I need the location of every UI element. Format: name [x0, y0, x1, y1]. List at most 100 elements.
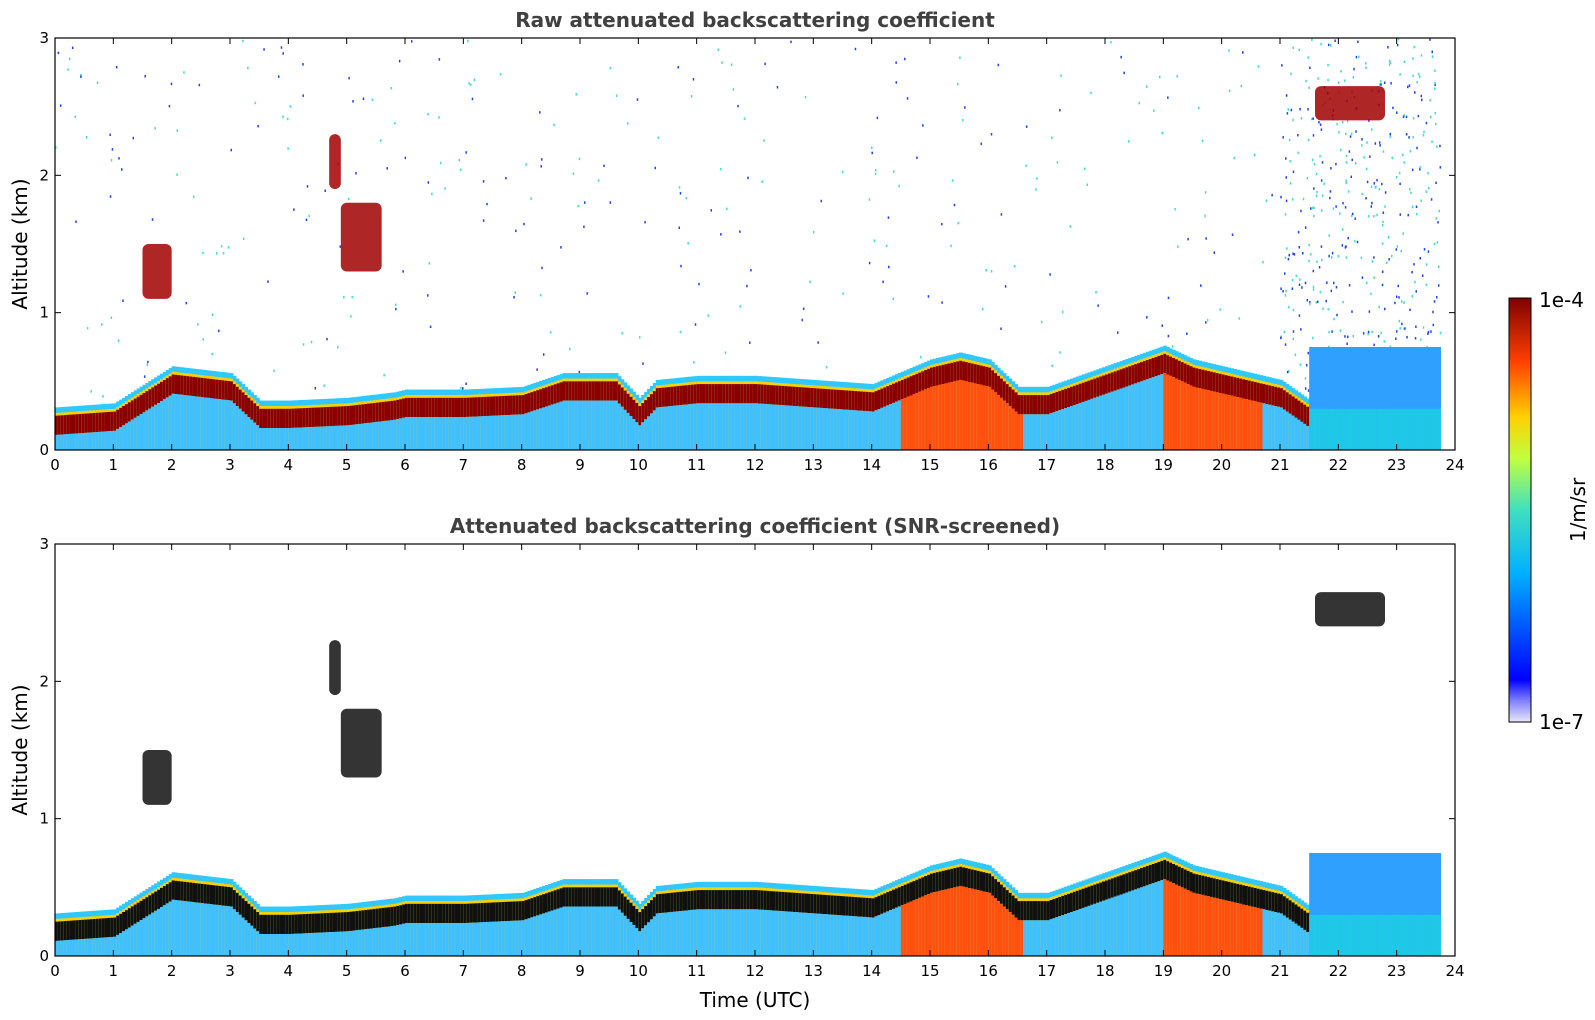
heatmap-cell — [340, 406, 345, 426]
heatmap-cell — [842, 390, 847, 410]
heatmap-cell — [1210, 896, 1214, 956]
heatmap-cell — [644, 906, 648, 926]
heatmap-cell — [125, 910, 129, 930]
heatmap-cell — [399, 924, 403, 956]
noise-pixel — [1206, 318, 1209, 322]
noise-pixel — [1425, 263, 1428, 266]
heatmap-cell — [909, 395, 914, 450]
heatmap-cell — [1352, 853, 1357, 956]
heatmap-cell — [253, 909, 257, 929]
noise-pixel — [690, 95, 693, 98]
heatmap-cell — [1040, 920, 1045, 956]
heatmap-cell — [1224, 900, 1229, 956]
heatmap-cell — [842, 896, 847, 916]
heatmap-cell — [244, 395, 249, 415]
heatmap-cell — [253, 422, 257, 450]
heatmap-cell — [454, 417, 459, 450]
heatmap-cell — [477, 922, 482, 956]
heatmap-cell — [381, 907, 386, 928]
heatmap-cell — [720, 909, 724, 956]
heatmap-cell — [530, 898, 534, 918]
noise-pixel — [1410, 191, 1412, 195]
noise-pixel — [990, 132, 993, 136]
heatmap-cell — [682, 891, 686, 911]
heatmap-cell — [489, 396, 494, 416]
heatmap-cell — [994, 898, 998, 956]
heatmap-cell — [1169, 881, 1173, 956]
heatmap-cell — [416, 903, 421, 924]
heatmap-cell — [1043, 414, 1048, 450]
heatmap-cell — [743, 909, 747, 956]
heatmap-cell — [1221, 880, 1226, 900]
heatmap-cell — [1067, 407, 1071, 450]
heatmap-cell — [507, 395, 511, 415]
heatmap-cell — [1020, 920, 1024, 956]
heatmap-cell — [862, 391, 867, 411]
heatmap-cell — [830, 389, 835, 409]
heatmap-cell — [763, 403, 768, 450]
heatmap-cell — [787, 405, 791, 450]
heatmap-cell — [1414, 408, 1418, 450]
heatmap-cell — [1166, 355, 1170, 375]
heatmap-cell — [1396, 347, 1401, 450]
heatmap-cell — [962, 380, 966, 450]
heatmap-cell — [792, 405, 797, 450]
heatmap-cell — [1379, 853, 1383, 956]
heatmap-cell — [358, 404, 362, 424]
noise-pixel — [1371, 330, 1373, 334]
heatmap-cell — [1265, 890, 1269, 910]
cloud-feature — [142, 244, 172, 299]
heatmap-cell — [1023, 901, 1027, 921]
heatmap-cell — [728, 890, 733, 910]
noise-pixel — [1377, 335, 1380, 338]
heatmap-cell — [276, 408, 281, 429]
heatmap-cell — [766, 404, 771, 450]
heatmap-cell — [259, 428, 263, 450]
heatmap-cell — [1201, 388, 1205, 450]
heatmap-cell — [1087, 380, 1092, 400]
noise-pixel — [1161, 324, 1164, 327]
heatmap-cell — [655, 913, 660, 956]
noise-pixel — [211, 352, 214, 356]
heatmap-cell — [1122, 368, 1127, 388]
heatmap-cell — [361, 404, 365, 424]
heatmap-cell — [241, 898, 246, 918]
noise-pixel — [1391, 156, 1394, 160]
heatmap-cell — [282, 408, 287, 429]
heatmap-cell — [845, 409, 849, 450]
heatmap-cell — [588, 381, 593, 401]
heatmap-cell — [384, 420, 389, 450]
heatmap-cell — [1215, 392, 1220, 450]
noise-pixel — [1344, 246, 1347, 249]
noise-pixel — [394, 303, 397, 307]
heatmap-cell — [985, 366, 989, 387]
heatmap-cell — [895, 382, 899, 402]
heatmap-cell — [311, 932, 316, 956]
heatmap-cell — [1075, 909, 1080, 956]
heatmap-cell — [1134, 383, 1138, 450]
heatmap-cell — [615, 906, 619, 956]
colorbar: 1e-4 1e-7 1/m/sr — [1508, 288, 1590, 734]
heatmap-cell — [1058, 390, 1062, 411]
heatmap-cell — [836, 895, 841, 916]
heatmap-cell — [425, 903, 429, 924]
x-tick-label: 9 — [575, 456, 585, 474]
heatmap-cell — [1180, 381, 1185, 450]
heatmap-cell — [98, 937, 103, 956]
heatmap-cell — [667, 912, 672, 956]
noise-pixel — [1292, 330, 1295, 333]
heatmap-cell — [186, 376, 190, 396]
heatmap-cell — [232, 890, 237, 910]
heatmap-cell — [533, 897, 537, 917]
heatmap-cell — [1107, 879, 1112, 899]
heatmap-cell — [749, 890, 753, 910]
heatmap-cell — [900, 399, 905, 450]
noise-pixel — [80, 73, 82, 77]
heatmap-cell — [959, 885, 963, 956]
heatmap-cell — [1265, 909, 1269, 956]
noise-pixel — [1213, 251, 1216, 254]
heatmap-cell — [530, 392, 534, 412]
heatmap-cell — [72, 433, 77, 450]
heatmap-cell — [206, 903, 211, 956]
heatmap-cell — [142, 899, 147, 919]
